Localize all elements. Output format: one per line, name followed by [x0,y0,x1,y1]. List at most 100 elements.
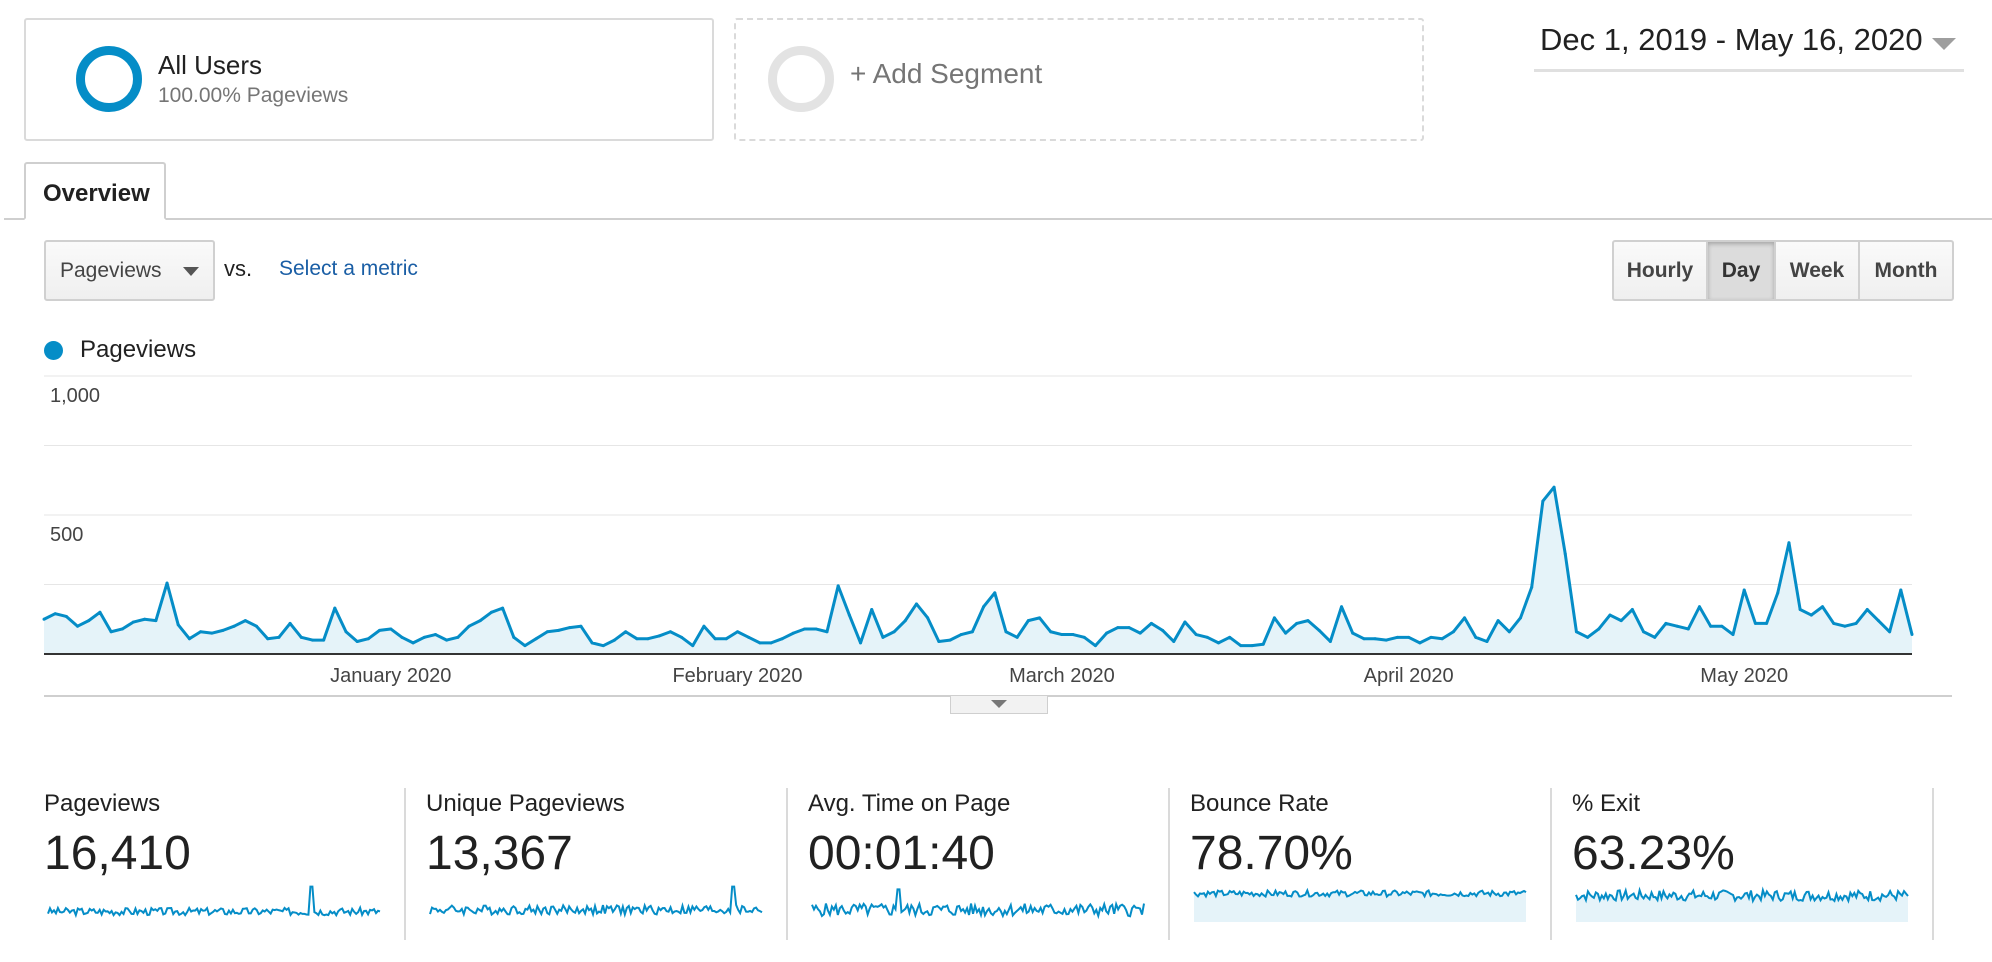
scorecard-pageviews[interactable]: Pageviews 16,410 [44,790,424,940]
scorecard-divider [1550,788,1552,940]
data-point [1720,624,1724,628]
date-range-text: Dec 1, 2019 - May 16, 2020 [1540,22,1923,57]
data-point [176,623,180,627]
metric-dropdown-value: Pageviews [60,259,162,282]
data-point [1586,635,1590,639]
data-point [109,630,113,634]
data-point [1026,619,1030,623]
data-point [433,633,437,637]
data-point [545,630,549,634]
data-point [1697,605,1701,609]
select-metric-link[interactable]: Select a metric [279,257,418,280]
tab-overview[interactable]: Overview [24,162,166,220]
data-point [892,630,896,634]
data-point [333,606,337,610]
granularity-day-button[interactable]: Day [1706,240,1776,301]
caret-down-icon [991,700,1007,708]
data-point [612,638,616,642]
data-point [1876,619,1880,623]
x-tick-label: May 2020 [1700,665,1788,687]
data-point [1507,630,1511,634]
data-point [646,637,650,641]
data-point [1496,619,1500,623]
data-point [478,619,482,623]
data-point [1865,608,1869,612]
data-point [1440,637,1444,641]
empty-segment-ring-icon [768,46,834,112]
data-point [1362,637,1366,641]
data-point [1843,624,1847,628]
granularity-week-button[interactable]: Week [1774,240,1860,301]
data-point [668,630,672,634]
data-point [948,638,952,642]
data-point [691,644,695,648]
data-point [825,630,829,634]
data-point [1899,588,1903,592]
x-tick-label: February 2020 [672,665,802,687]
data-point [590,641,594,645]
data-point [456,635,460,639]
sparkline-line [1193,887,1527,899]
legend-label: Pageviews [80,336,197,363]
data-point [366,637,370,641]
data-point [344,630,348,634]
data-point [389,627,393,631]
data-point [1082,635,1086,639]
granularity-month-button[interactable]: Month [1858,240,1954,301]
data-point [937,639,941,643]
data-point [803,627,807,631]
scorecard-unique-pageviews[interactable]: Unique Pageviews 13,367 [426,790,806,940]
granularity-hourly-button[interactable]: Hourly [1612,240,1708,301]
scorecard-label: Avg. Time on Page [808,790,1011,817]
data-point [680,635,684,639]
data-point [1675,624,1679,628]
data-point [1328,639,1332,643]
data-point [1239,644,1243,648]
data-point [982,605,986,609]
data-point [1161,628,1165,632]
scorecard-divider [1168,788,1170,940]
y-tick-label: 500 [50,524,83,546]
tab-overview-label: Overview [43,180,150,207]
data-point [1686,627,1690,631]
data-point [1832,621,1836,625]
data-point [1597,627,1601,631]
data-point [1485,639,1489,643]
data-point [1574,630,1578,634]
sparkline [811,888,1145,920]
data-point [1619,619,1623,623]
data-point [702,624,706,628]
data-point [1463,616,1467,620]
segment-ring-icon [76,46,142,112]
data-point [1552,485,1556,489]
data-point [1787,541,1791,545]
data-point [87,619,91,623]
add-segment-button[interactable]: + Add Segment [734,18,1424,141]
scorecard-bounce-rate[interactable]: Bounce Rate 78.70% [1190,790,1570,940]
pageviews-chart[interactable]: 1,000 500 January 2020 February 2020 March 2… [0,360,1992,700]
data-point [1910,633,1914,637]
x-tick-label: April 2020 [1364,665,1454,687]
data-point [736,630,740,634]
data-point [769,641,773,645]
segment-all-users[interactable]: All Users 100.00% Pageviews [24,18,714,141]
data-point [501,606,505,610]
date-range-picker[interactable]: Dec 1, 2019 - May 16, 2020 [1534,18,1964,72]
chart-collapse-toggle[interactable] [950,696,1048,714]
data-point [1004,630,1008,634]
data-point [1105,631,1109,635]
pageviews-line [43,485,1914,648]
data-point [1183,620,1187,624]
data-point [120,627,124,631]
data-point [870,608,874,612]
data-point [221,628,225,632]
data-point [1284,631,1288,635]
data-point [1888,630,1892,634]
metric-dropdown[interactable]: Pageviews [44,240,215,301]
scorecard-exit[interactable]: % Exit 63.23% [1572,790,1952,940]
data-point [1541,499,1545,503]
data-point [1015,635,1019,639]
scorecard-avg-time-on-page[interactable]: Avg. Time on Page 00:01:40 [808,790,1188,940]
data-point [1127,626,1131,630]
data-point [355,639,359,643]
